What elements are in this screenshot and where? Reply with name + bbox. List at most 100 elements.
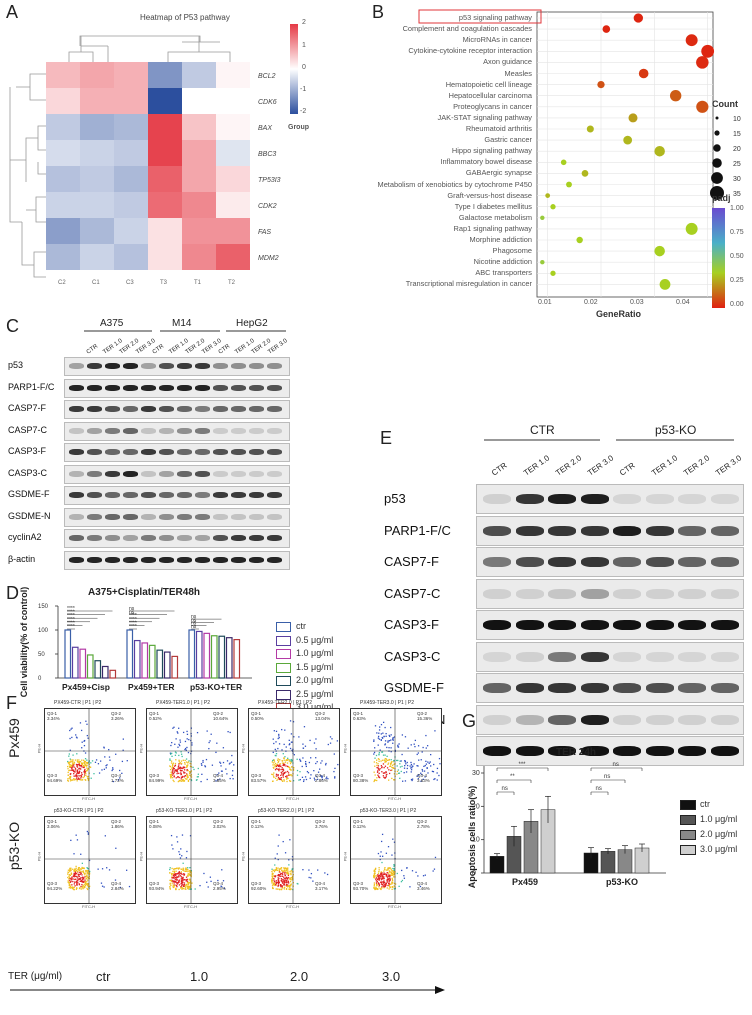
flow-plot-title: p53-KO-TER2.0 | P1 | P2 [258,808,315,814]
flow-quadrant-value: 3.06% [47,824,60,829]
kegg-term-label: JAK-STAT signaling pathway [437,112,532,122]
e-band [580,683,609,693]
c-band [141,470,156,477]
g-legend-label: 1.0 μg/ml [700,814,738,824]
heatmap-cell [114,140,148,166]
f-col-2: 2.0 [290,969,309,984]
kegg-dot [669,90,682,102]
c-blot-strip [64,421,290,441]
e-band [613,683,641,693]
c-protein-label: GSDME-N [8,510,51,521]
c-band [141,406,156,412]
flow-quadrant-label: Q3-1 [353,819,364,824]
e-blot-strip [476,578,744,609]
colorbar-p1: 1 [302,42,306,49]
heatmap-cell [80,88,114,114]
kegg-dot [623,135,633,145]
g-ytick: 20 [472,803,480,810]
flow-plot: Q3-1 0.12% Q3-2 2.78% Q3-3 93.70% Q3-4 3.46% [350,816,442,904]
e-band [483,683,511,693]
d-bar [79,648,87,679]
c-band [213,492,228,498]
d-sig-label: **** [67,617,75,623]
g-legend-label: ctr [700,799,710,809]
flow-quadrant-label: Q3-4 [315,773,326,778]
flow-quadrant-label: Q3-3 [149,881,160,886]
d-legend-swatch [276,622,291,632]
flow-quadrant-value: 0.12% [353,824,366,829]
c-band [249,513,264,520]
c-band [105,470,120,477]
colorbar-min: -2 [300,108,307,115]
kegg-term-label: GABAergic synapse [465,168,532,178]
d-legend-swatch [276,689,291,700]
heatmap-cell [182,62,216,88]
e-band [613,746,641,756]
flow-axis-x: FITC-H [184,904,198,909]
flow-quadrant-label: Q3-4 [417,773,428,778]
c-band [87,492,102,498]
c-band [141,449,156,455]
e-band [710,683,739,693]
flow-quadrant-value: 10.64% [213,716,229,721]
e-band [710,557,739,567]
d-sig-label: **** [67,613,75,619]
c-band [123,556,138,563]
d-legend-swatch [276,676,291,686]
flow-quadrant-value: 80.38% [353,778,369,783]
g-legend-swatch [680,815,696,825]
c-lane-label: CTR [86,343,100,355]
heatmap-cell [148,114,182,140]
kegg-term-label: Phagosome [492,246,532,256]
heatmap-cell [80,140,114,166]
e-band [678,620,706,630]
c-band [141,513,156,520]
padj-legend-title: padj [712,193,731,203]
kegg-xlabel: GeneRatio [596,309,642,319]
heatmap-cell [216,192,250,218]
kegg-dot [633,13,643,23]
e-band [548,714,576,725]
heatmap-cell [182,244,216,270]
colorbar-zero: 0 [302,64,306,71]
kegg-dot [560,159,567,166]
heatmap-gene-label: CDK2 [258,203,277,210]
d-sig-label: **** [67,620,75,626]
flow-scatter [147,817,237,903]
heatmap-cell [46,140,80,166]
c-blot-strip [64,357,290,376]
d-sig-label: **** [67,624,75,630]
flow-plot: Q3-1 0.50% Q3-2 13.04% Q3-3 83.57% Q3-4 2.86% [248,708,340,796]
c-blot-strip [64,464,290,484]
heatmap-cell [148,62,182,88]
flow-quadrant-value: 3.63% [417,778,430,783]
c-band [231,363,246,369]
d-ylabel: Cell viability(% of control) [19,586,29,698]
flow-axis-y: PE-H [36,851,42,862]
flow-scatter [351,817,441,903]
c-band [159,513,174,520]
c-band [123,384,138,391]
c-band [87,363,102,369]
c-band [231,556,246,563]
e-band [613,620,641,630]
d-ytick: 50 [38,652,45,658]
flow-plot-title: PX459-CTR | P1 | P2 [54,700,102,706]
heatmap-cell [216,244,250,270]
c-band [69,556,84,563]
g-legend-label: 3.0 μg/ml [700,844,738,854]
flow-axis-y: PE-H [36,743,42,754]
f-x-title: TER (μg/ml) [8,971,63,982]
d-legend-swatch [276,635,291,646]
heatmap-cell [114,114,148,140]
c-band [69,535,84,541]
g-sig-label: ** [510,774,515,780]
e-band [613,494,641,504]
c-band [87,406,102,412]
count-legend-label: 10 [733,116,741,123]
flow-axis-x: FITC-H [388,904,402,909]
panel-letter-b: B [372,2,385,22]
c-band [123,513,138,520]
flow-scatter [351,709,441,795]
